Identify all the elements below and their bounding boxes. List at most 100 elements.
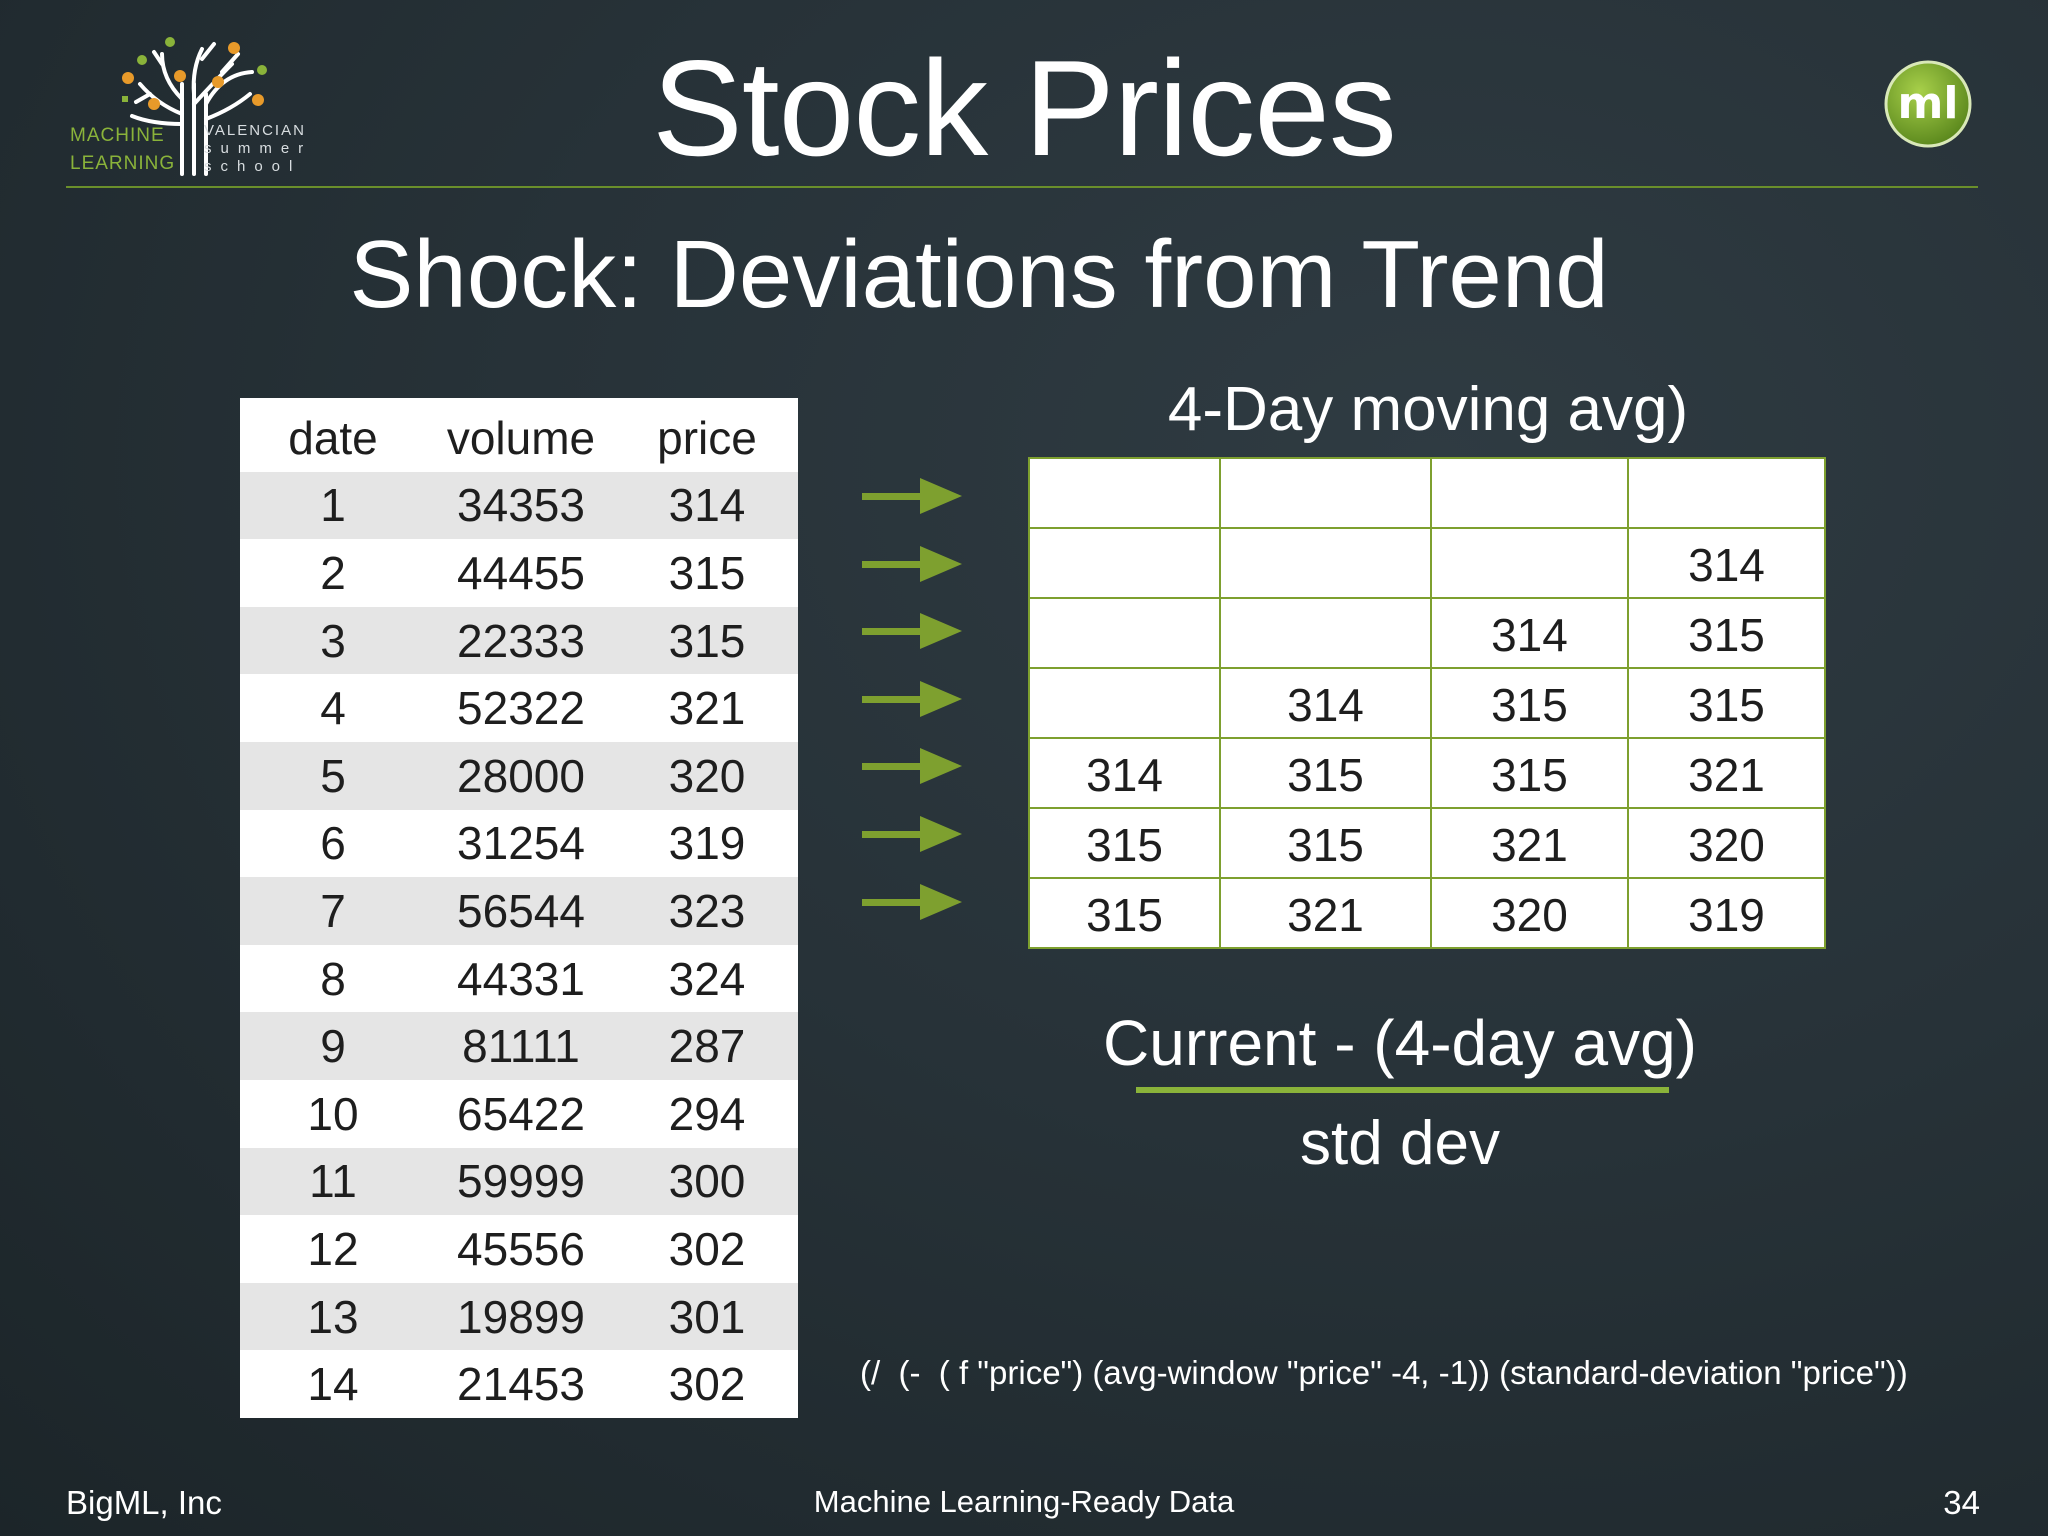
footer-company: BigML, Inc	[66, 1484, 222, 1521]
cell-price: 300	[616, 1147, 798, 1216]
cell-date: 10	[240, 1079, 426, 1148]
moving-avg-table: 314 314 315 314 315 315 314 315 315 321 315 315 321 3…	[1027, 457, 1827, 949]
cell-price: 315	[616, 606, 798, 675]
moving-avg-cell	[1219, 597, 1432, 669]
cell-price: 302	[616, 1215, 798, 1283]
svg-text:ml: ml	[1898, 78, 1959, 129]
moving-avg-cell: 315	[1429, 737, 1629, 809]
footer-title: Machine Learning-Ready Data	[813, 1484, 1235, 1519]
table-row: 14 21453 302	[240, 1350, 798, 1418]
cell-price: 323	[616, 877, 798, 945]
cell-volume: 31254	[426, 809, 616, 878]
tree-icon	[122, 37, 267, 176]
fraction-bar	[1136, 1087, 1669, 1093]
moving-avg-cell	[1219, 457, 1432, 529]
table-row: 13 19899 301	[240, 1282, 798, 1351]
cell-date: 12	[240, 1215, 426, 1283]
table-row: 4 52322 321	[240, 674, 798, 742]
moving-avg-row: 314 315 315 321	[1027, 737, 1827, 809]
slide-subtitle: Shock: Deviations from Trend	[349, 221, 1609, 328]
cell-date: 5	[240, 741, 426, 810]
arrow-right-icon	[862, 746, 962, 786]
slide-title: Stock Prices	[652, 32, 1397, 184]
moving-avg-cell: 319	[1626, 877, 1827, 949]
cell-price: 302	[616, 1350, 798, 1418]
moving-avg-cell: 320	[1429, 877, 1629, 949]
formula-numerator: Current - (4-day avg)	[1103, 1007, 1697, 1079]
cell-date: 3	[240, 606, 426, 675]
table-row: 1 34353 314	[240, 471, 798, 540]
arrow-right-icon	[862, 814, 962, 854]
moving-avg-cell	[1429, 457, 1629, 529]
cell-volume: 81111	[426, 1012, 616, 1080]
cell-volume: 52322	[426, 674, 616, 742]
moving-avg-title: 4-Day moving avg)	[1167, 375, 1689, 444]
moving-avg-cell	[1429, 527, 1629, 599]
cell-date: 7	[240, 877, 426, 945]
table-row: 6 31254 319	[240, 809, 798, 878]
cell-volume: 22333	[426, 606, 616, 675]
cell-date: 11	[240, 1147, 426, 1216]
cell-volume: 28000	[426, 741, 616, 810]
ml-badge-icon: ml	[1884, 60, 1972, 148]
arrow-right-icon	[862, 476, 962, 516]
stock-data-table: date volume price 1 34353 314 2 44455 315 3 223…	[240, 398, 798, 1418]
cell-date: 1	[240, 471, 426, 540]
moving-avg-cell: 315	[1027, 807, 1222, 879]
bigml-logo: ml	[1884, 60, 1972, 148]
cell-price: 319	[616, 809, 798, 878]
cell-volume: 44331	[426, 944, 616, 1013]
moving-avg-row: 314 315 315	[1027, 667, 1827, 739]
page-number: 34	[1943, 1484, 1980, 1521]
arrow-right-icon	[862, 882, 962, 922]
moving-avg-row	[1027, 457, 1827, 529]
logo-text-valencian: VALENCIAN summer school	[204, 122, 313, 175]
moving-avg-cell	[1027, 527, 1222, 599]
valencian-summer-school-logo: MACHINE LEARNING VALENCIAN summer school	[62, 24, 322, 184]
arrow-right-icon	[862, 679, 962, 719]
cell-date: 13	[240, 1282, 426, 1351]
table-row: 10 65422 294	[240, 1079, 798, 1148]
cell-price: 314	[616, 471, 798, 540]
table-header-row: date volume price	[240, 398, 798, 472]
header-volume: volume	[426, 398, 616, 472]
moving-avg-cell: 321	[1219, 877, 1432, 949]
cell-volume: 44455	[426, 539, 616, 607]
moving-avg-cell: 315	[1027, 877, 1222, 949]
cell-volume: 21453	[426, 1350, 616, 1418]
moving-avg-cell: 314	[1027, 737, 1222, 809]
table-row: 9 81111 287	[240, 1012, 798, 1080]
cell-volume: 56544	[426, 877, 616, 945]
cell-price: 324	[616, 944, 798, 1013]
cell-price: 294	[616, 1079, 798, 1148]
moving-avg-cell	[1626, 457, 1827, 529]
cell-volume: 34353	[426, 471, 616, 540]
moving-avg-cell: 321	[1429, 807, 1629, 879]
cell-date: 6	[240, 809, 426, 878]
cell-price: 321	[616, 674, 798, 742]
arrow-right-icon	[862, 544, 962, 584]
table-row: 8 44331 324	[240, 944, 798, 1013]
table-row: 11 59999 300	[240, 1147, 798, 1216]
moving-avg-cell: 315	[1626, 597, 1827, 669]
moving-avg-row: 315 315 321 320	[1027, 807, 1827, 879]
moving-avg-cell	[1027, 667, 1222, 739]
moving-avg-cell: 321	[1626, 737, 1827, 809]
cell-date: 4	[240, 674, 426, 742]
cell-volume: 59999	[426, 1147, 616, 1216]
moving-avg-cell: 315	[1626, 667, 1827, 739]
moving-avg-cell: 315	[1219, 807, 1432, 879]
moving-avg-cell	[1219, 527, 1432, 599]
cell-date: 14	[240, 1350, 426, 1418]
moving-avg-row: 314 315	[1027, 597, 1827, 669]
cell-volume: 45556	[426, 1215, 616, 1283]
cell-price: 315	[616, 539, 798, 607]
formula-denominator: std dev	[1300, 1109, 1500, 1178]
table-row: 7 56544 323	[240, 877, 798, 945]
logo-text-machine-learning: MACHINE LEARNING	[70, 125, 176, 174]
header-date: date	[240, 398, 426, 472]
moving-avg-cell	[1027, 457, 1222, 529]
table-row: 12 45556 302	[240, 1215, 798, 1283]
moving-avg-cell: 314	[1429, 597, 1629, 669]
cell-volume: 19899	[426, 1282, 616, 1351]
